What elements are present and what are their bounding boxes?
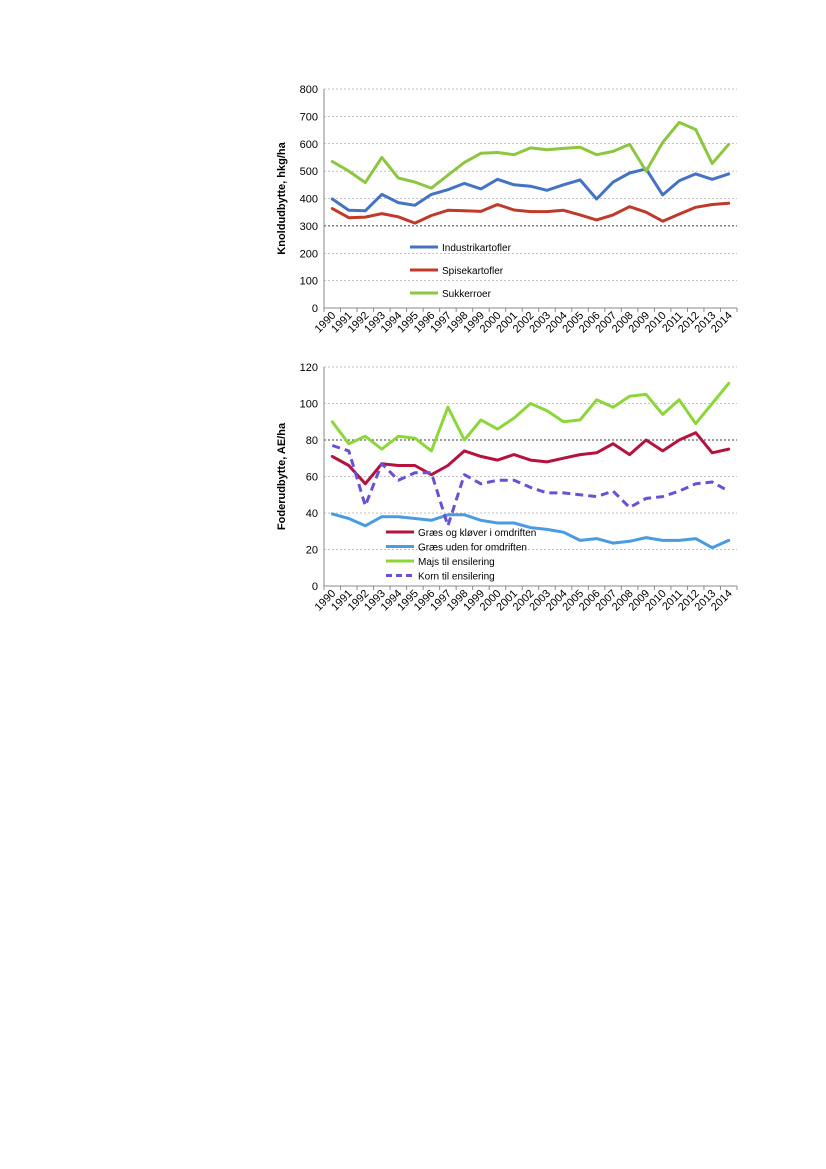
- chart1-y-tick-label: 600: [300, 139, 318, 151]
- chart2-series-line-2: [330, 381, 731, 453]
- chart1-y-tick-label: 100: [300, 276, 318, 288]
- chart2-y-tick-label: 40: [306, 508, 318, 520]
- chart2-series-line-3: [331, 444, 730, 528]
- chart1-legend-label-2: Sukkerroer: [442, 289, 492, 300]
- chart-tuber-yield-svg: 0100200300400500600700800199019911992199…: [276, 84, 738, 335]
- chart2-legend-label-0: Græs og kløver i omdriften: [418, 528, 536, 539]
- chart1-series-line-0: [330, 167, 731, 213]
- chart-fodder-yield: 0 20 40 60 80 100 120 1990 1991 1992 1993 1994 1995 1…: [270, 356, 750, 656]
- chart1-y-tick-label: 500: [300, 166, 318, 178]
- chart2-series-line-1: [330, 512, 731, 550]
- chart-fodder-yield-svg: 0204060801001201990199119921993199419951…: [276, 362, 738, 613]
- chart1-y-tick-label: 0: [312, 303, 318, 315]
- chart2-legend-label-2: Majs til ensilering: [418, 557, 495, 568]
- chart1-y-tick-label: 800: [300, 84, 318, 96]
- chart1-series-line-1: [330, 201, 731, 225]
- chart1-series-line-2: [330, 120, 731, 190]
- chart-tuber-yield: 0 100 200 300 400 500 600 700 800 1990 1991 1992 199…: [270, 78, 750, 358]
- chart2-series-line-0: [330, 431, 731, 486]
- chart2-legend-label-3: Korn til ensilering: [418, 572, 495, 583]
- chart1-y-tick-label: 200: [300, 248, 318, 260]
- chart2-y-tick-label: 80: [306, 435, 318, 447]
- chart2-y-tick-label: 120: [300, 362, 318, 374]
- chart1-legend-label-0: Industrikartofler: [442, 243, 512, 254]
- chart1-y-tick-label: 300: [300, 221, 318, 233]
- chart2-y-tick-label: 100: [300, 399, 318, 411]
- chart2-y-tick-label: 60: [306, 472, 318, 484]
- chart2-y-axis-label: Foderudbytte, AE/ha: [276, 422, 288, 530]
- chart2-y-tick-label: 0: [312, 581, 318, 593]
- chart1-y-tick-label: 700: [300, 111, 318, 123]
- chart1-y-tick-label: 400: [300, 194, 318, 206]
- chart2-y-tick-label: 20: [306, 545, 318, 557]
- chart1-y-axis-label: Knoldudbytte, hkg/ha: [276, 141, 288, 254]
- chart2-legend-label-1: Græs uden for omdriften: [418, 543, 527, 554]
- chart1-legend-label-1: Spisekartofler: [442, 266, 504, 277]
